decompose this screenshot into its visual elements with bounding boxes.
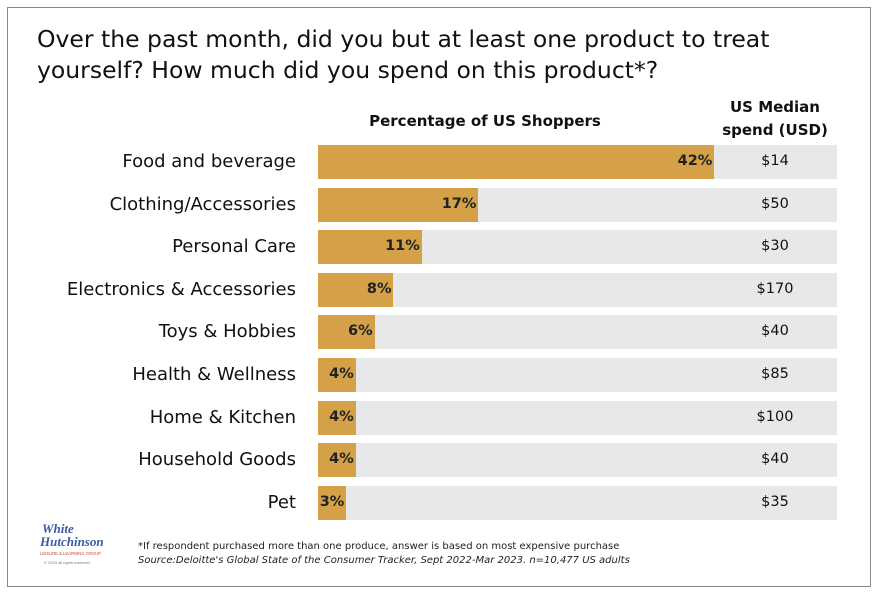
median-spend-value: $170 [756, 280, 794, 297]
category-label: Toys & Hobbies [158, 321, 296, 343]
bar-track [318, 358, 837, 392]
bar-value-label: 4% [329, 408, 354, 425]
bar-value-label: 4% [329, 451, 354, 468]
logo-line1: White [42, 521, 74, 536]
bar-track [318, 443, 837, 478]
bar-value-label: 6% [348, 323, 373, 340]
category-label: Food and beverage [122, 151, 296, 172]
median-spend-value: $50 [761, 195, 789, 212]
category-label: Home & Kitchen [149, 406, 296, 428]
chart-title: Over the past month, did you but at leas… [37, 25, 770, 84]
median-spend-value: $40 [761, 323, 789, 340]
category-label: Clothing/Accessories [109, 193, 296, 215]
median-spend-value: $85 [761, 366, 789, 382]
bar [318, 230, 422, 265]
median-spend-value: $35 [761, 493, 789, 510]
category-label: Household Goods [138, 449, 296, 471]
bar [318, 145, 715, 179]
percentage-header: Percentage of US Shoppers [369, 112, 601, 130]
footnote-note: *If respondent purchased more than one p… [138, 541, 620, 552]
bar-track [318, 400, 837, 435]
bar [318, 443, 356, 478]
bar-track [318, 315, 837, 350]
median-spend-value: $40 [761, 451, 789, 468]
median-spend-value: $30 [761, 238, 789, 255]
category-label: Health & Wellness [132, 364, 296, 385]
bar-value-label: 8% [366, 280, 392, 297]
bar [318, 272, 394, 307]
median-spend-value: $100 [756, 408, 794, 425]
bar [318, 485, 347, 520]
logo-copyright: © 2023 all rights reserved [44, 560, 90, 565]
bar-value-label: 42% [677, 153, 713, 169]
category-label: Personal Care [172, 236, 296, 258]
logo-line2: Hutchinson [39, 534, 104, 549]
bar [318, 400, 356, 435]
bar [318, 358, 356, 392]
footnote-source: Source:Deloitte's Global State of the Co… [138, 555, 630, 566]
bar-track [318, 485, 837, 520]
median-spend-value: $14 [761, 153, 789, 169]
bar-value-label: 11% [385, 238, 420, 255]
logo-tagline: LEISURE & LEARNING GROUP [40, 551, 101, 556]
bar-track [318, 272, 837, 307]
spend-header-line1: US Median [730, 98, 820, 116]
white-hutchinson-logo: White Hutchinson LEISURE & LEARNING GROU… [39, 521, 104, 565]
bar-value-label: 3% [319, 493, 345, 510]
bar-value-label: 4% [329, 366, 354, 382]
category-label: Electronics & Accessories [66, 278, 296, 300]
category-label: Pet [267, 491, 296, 513]
bar [318, 187, 479, 222]
spend-header-line2: spend (USD) [722, 121, 828, 139]
bar [318, 315, 375, 350]
bar-value-label: 17% [441, 195, 477, 212]
